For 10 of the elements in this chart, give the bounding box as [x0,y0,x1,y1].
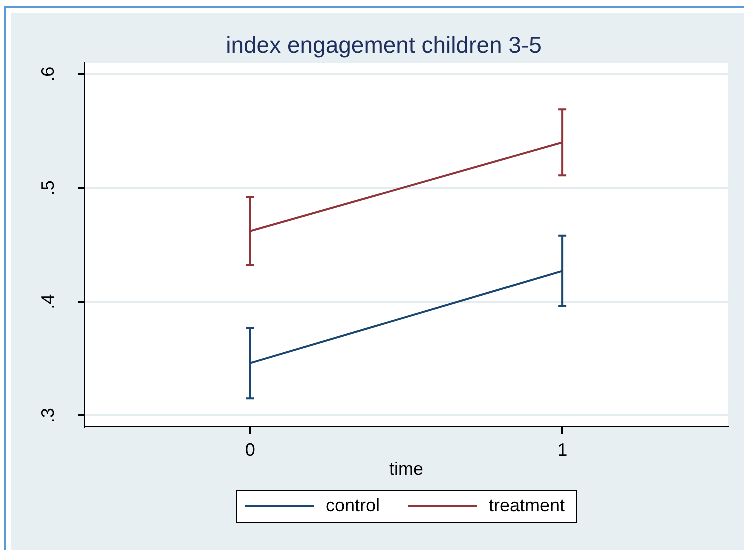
y-tick-label: .3 [38,408,58,424]
legend-label: treatment [489,495,566,516]
y-tick-label: .6 [38,66,58,82]
x-tick-label: 0 [245,440,256,460]
x-tick-label: 1 [558,440,568,460]
x-axis-title: time [389,458,424,479]
chart-title: index engagement children 3-5 [226,32,542,58]
y-tick-label: .4 [38,294,58,310]
y-tick-label: .5 [38,180,58,196]
legend-label: control [326,495,380,516]
